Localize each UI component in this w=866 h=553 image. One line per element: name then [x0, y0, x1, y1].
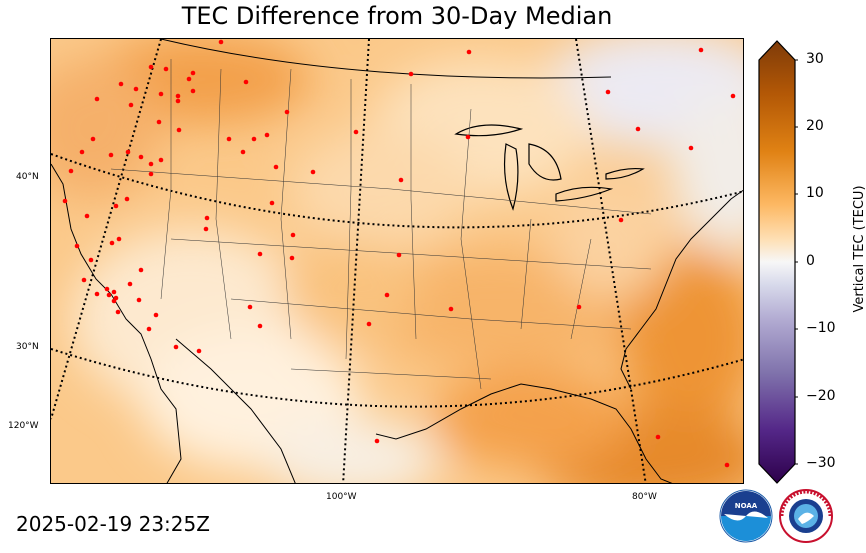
- parallel-40n: [51, 153, 743, 229]
- station-markers: [62, 39, 736, 468]
- colorbar-body: [758, 40, 796, 484]
- colorbar-svg: [758, 40, 800, 484]
- noaa-logo: NOAA: [719, 489, 773, 543]
- tec-field-contours: [51, 39, 743, 483]
- nws-logo: [779, 489, 833, 543]
- lake-superior: [454, 124, 524, 137]
- great-lakes: [454, 124, 645, 211]
- colorbar-tick-10: 10: [806, 185, 824, 201]
- meridian-120w: [51, 39, 162, 420]
- lake-michigan: [503, 143, 519, 211]
- colorbar-tick-neg30: −30: [806, 455, 836, 471]
- tec-map-svg: [51, 39, 743, 483]
- meridian-80w: [575, 39, 647, 483]
- tec-map: [50, 38, 744, 484]
- colorbar-tick-neg10: −10: [806, 320, 836, 336]
- lat-label-30n: 30°N: [16, 342, 39, 352]
- colorbar-tick-20: 20: [806, 118, 824, 134]
- colorbar: [758, 40, 800, 492]
- mexico-border: [175, 338, 296, 483]
- colorbar-tick-neg20: −20: [806, 388, 836, 404]
- atlantic-coast: [620, 189, 743, 390]
- coastlines: [51, 39, 743, 483]
- lat-label-40n: 40°N: [16, 172, 39, 182]
- colorbar-tick-0: 0: [806, 253, 815, 269]
- map-title: TEC Difference from 30-Day Median: [181, 2, 613, 30]
- svg-text:NOAA: NOAA: [735, 502, 758, 510]
- graticule: [51, 39, 743, 483]
- west-coast: [51, 163, 182, 483]
- agency-logos: NOAA: [718, 486, 834, 546]
- lon-label-100w: 100°W: [326, 492, 357, 502]
- timestamp: 2025-02-19 23:25Z: [16, 512, 210, 536]
- lake-ontario: [605, 167, 645, 180]
- lake-erie: [555, 186, 614, 202]
- colorbar-label: Vertical TEC (TECU): [852, 185, 866, 313]
- lon-label-120w: 120°W: [8, 421, 39, 431]
- colorbar-tick-30: 30: [806, 51, 824, 67]
- lake-huron: [528, 143, 562, 181]
- lon-label-80w: 80°W: [632, 492, 657, 502]
- logos-svg: NOAA: [719, 489, 833, 543]
- state-borders: [110, 59, 652, 390]
- gulf-coast: [375, 383, 673, 483]
- canada-border: [160, 39, 612, 79]
